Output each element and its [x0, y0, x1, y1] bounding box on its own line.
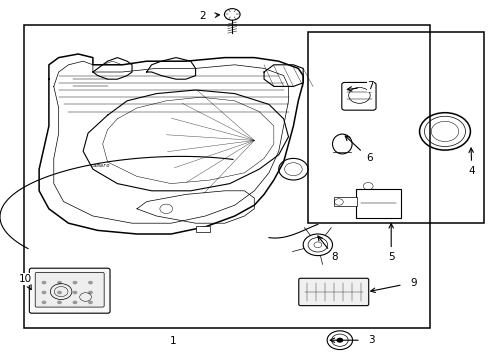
- Circle shape: [41, 301, 46, 304]
- Text: 8: 8: [331, 252, 338, 262]
- Circle shape: [72, 291, 77, 294]
- Circle shape: [57, 281, 62, 284]
- Text: 4: 4: [468, 166, 474, 176]
- FancyBboxPatch shape: [298, 278, 368, 306]
- Bar: [195, 226, 210, 232]
- Text: 9: 9: [409, 278, 416, 288]
- Bar: [333, 197, 357, 206]
- Text: 6: 6: [365, 153, 372, 163]
- FancyBboxPatch shape: [29, 268, 110, 313]
- Bar: [24, 25, 429, 328]
- FancyBboxPatch shape: [35, 273, 104, 307]
- Text: 2: 2: [199, 11, 206, 21]
- Text: 10: 10: [19, 274, 32, 284]
- Circle shape: [88, 281, 93, 284]
- Text: 5: 5: [387, 252, 394, 262]
- Circle shape: [41, 291, 46, 294]
- Bar: [355, 189, 400, 218]
- Circle shape: [88, 291, 93, 294]
- Circle shape: [336, 338, 343, 343]
- Circle shape: [72, 301, 77, 304]
- Text: 1: 1: [170, 336, 177, 346]
- FancyBboxPatch shape: [341, 82, 375, 110]
- Text: 7: 7: [366, 81, 373, 91]
- Circle shape: [88, 301, 93, 304]
- Text: 3: 3: [367, 335, 374, 345]
- Circle shape: [57, 301, 62, 304]
- Circle shape: [41, 281, 46, 284]
- Text: camaro: camaro: [90, 163, 110, 168]
- Circle shape: [57, 291, 62, 294]
- Circle shape: [72, 281, 77, 284]
- Bar: [307, 32, 483, 223]
